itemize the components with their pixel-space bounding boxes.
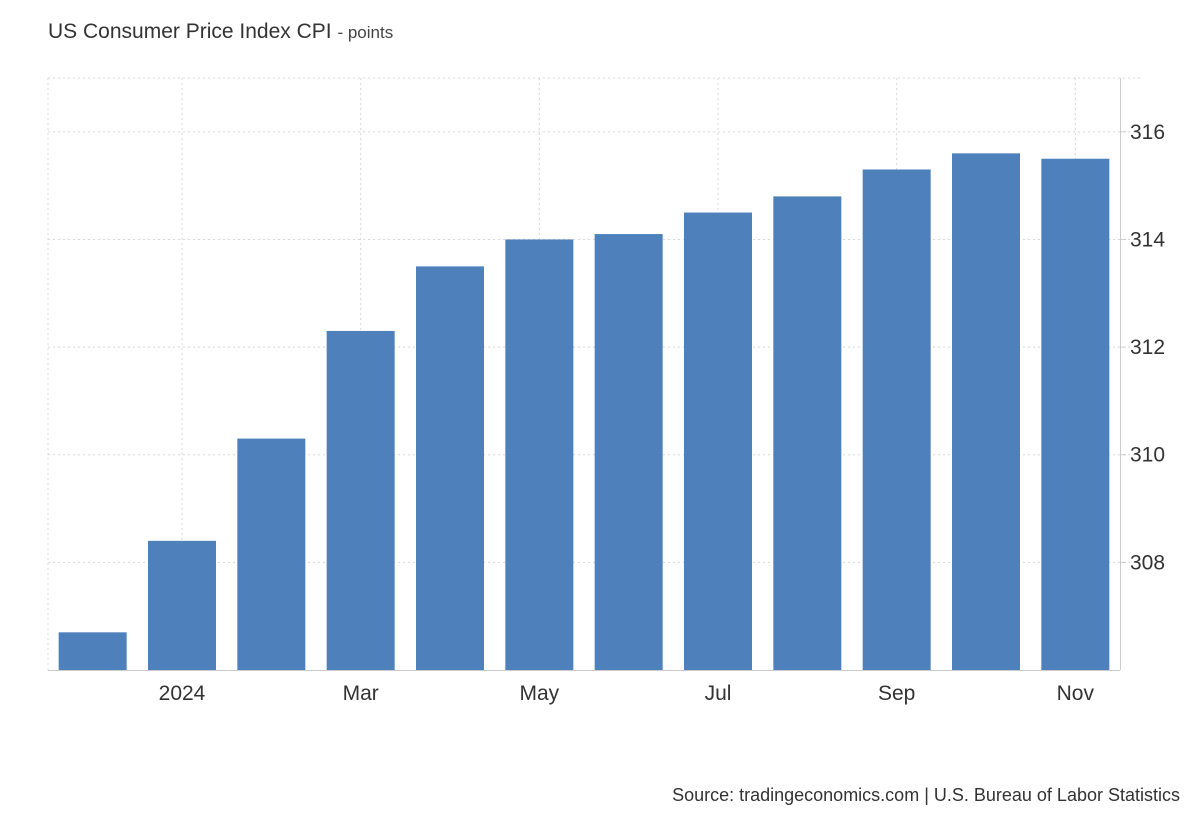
bar-may-2024 (505, 239, 574, 671)
y-tick-label: 314 (1130, 228, 1165, 251)
x-tick-label: Jul (705, 682, 732, 705)
bar-apr-2024 (416, 266, 484, 670)
bar-jan-2024 (148, 540, 216, 670)
bar-dec-2023 (58, 632, 127, 670)
bar-jul-2024 (684, 212, 752, 670)
bar-jun-2024 (594, 234, 663, 670)
x-tick-label: May (519, 682, 559, 705)
chart-subtitle: - points (337, 23, 394, 42)
bar-oct-2024 (952, 153, 1020, 670)
y-tick-label: 316 (1130, 121, 1165, 144)
y-tick-label: 312 (1130, 336, 1165, 359)
y-tick-label: 308 (1130, 551, 1165, 574)
bar-aug-2024 (773, 196, 842, 670)
source-attribution: Source: tradingeconomics.com | U.S. Bure… (672, 785, 1180, 805)
bar-sep-2024 (862, 169, 931, 670)
x-tick-label: 2024 (159, 682, 206, 705)
x-tick-label: Nov (1057, 682, 1095, 705)
chart-title-block: US Consumer Price Index CPI - points (48, 20, 393, 44)
bar-feb-2024 (237, 438, 306, 670)
y-tick-label: 310 (1130, 444, 1165, 467)
chart-title: US Consumer Price Index CPI (48, 20, 332, 43)
bar-mar-2024 (326, 330, 395, 670)
x-tick-label: Sep (878, 682, 915, 705)
x-tick-label: Mar (343, 682, 379, 705)
bar-nov-2024 (1041, 158, 1110, 670)
